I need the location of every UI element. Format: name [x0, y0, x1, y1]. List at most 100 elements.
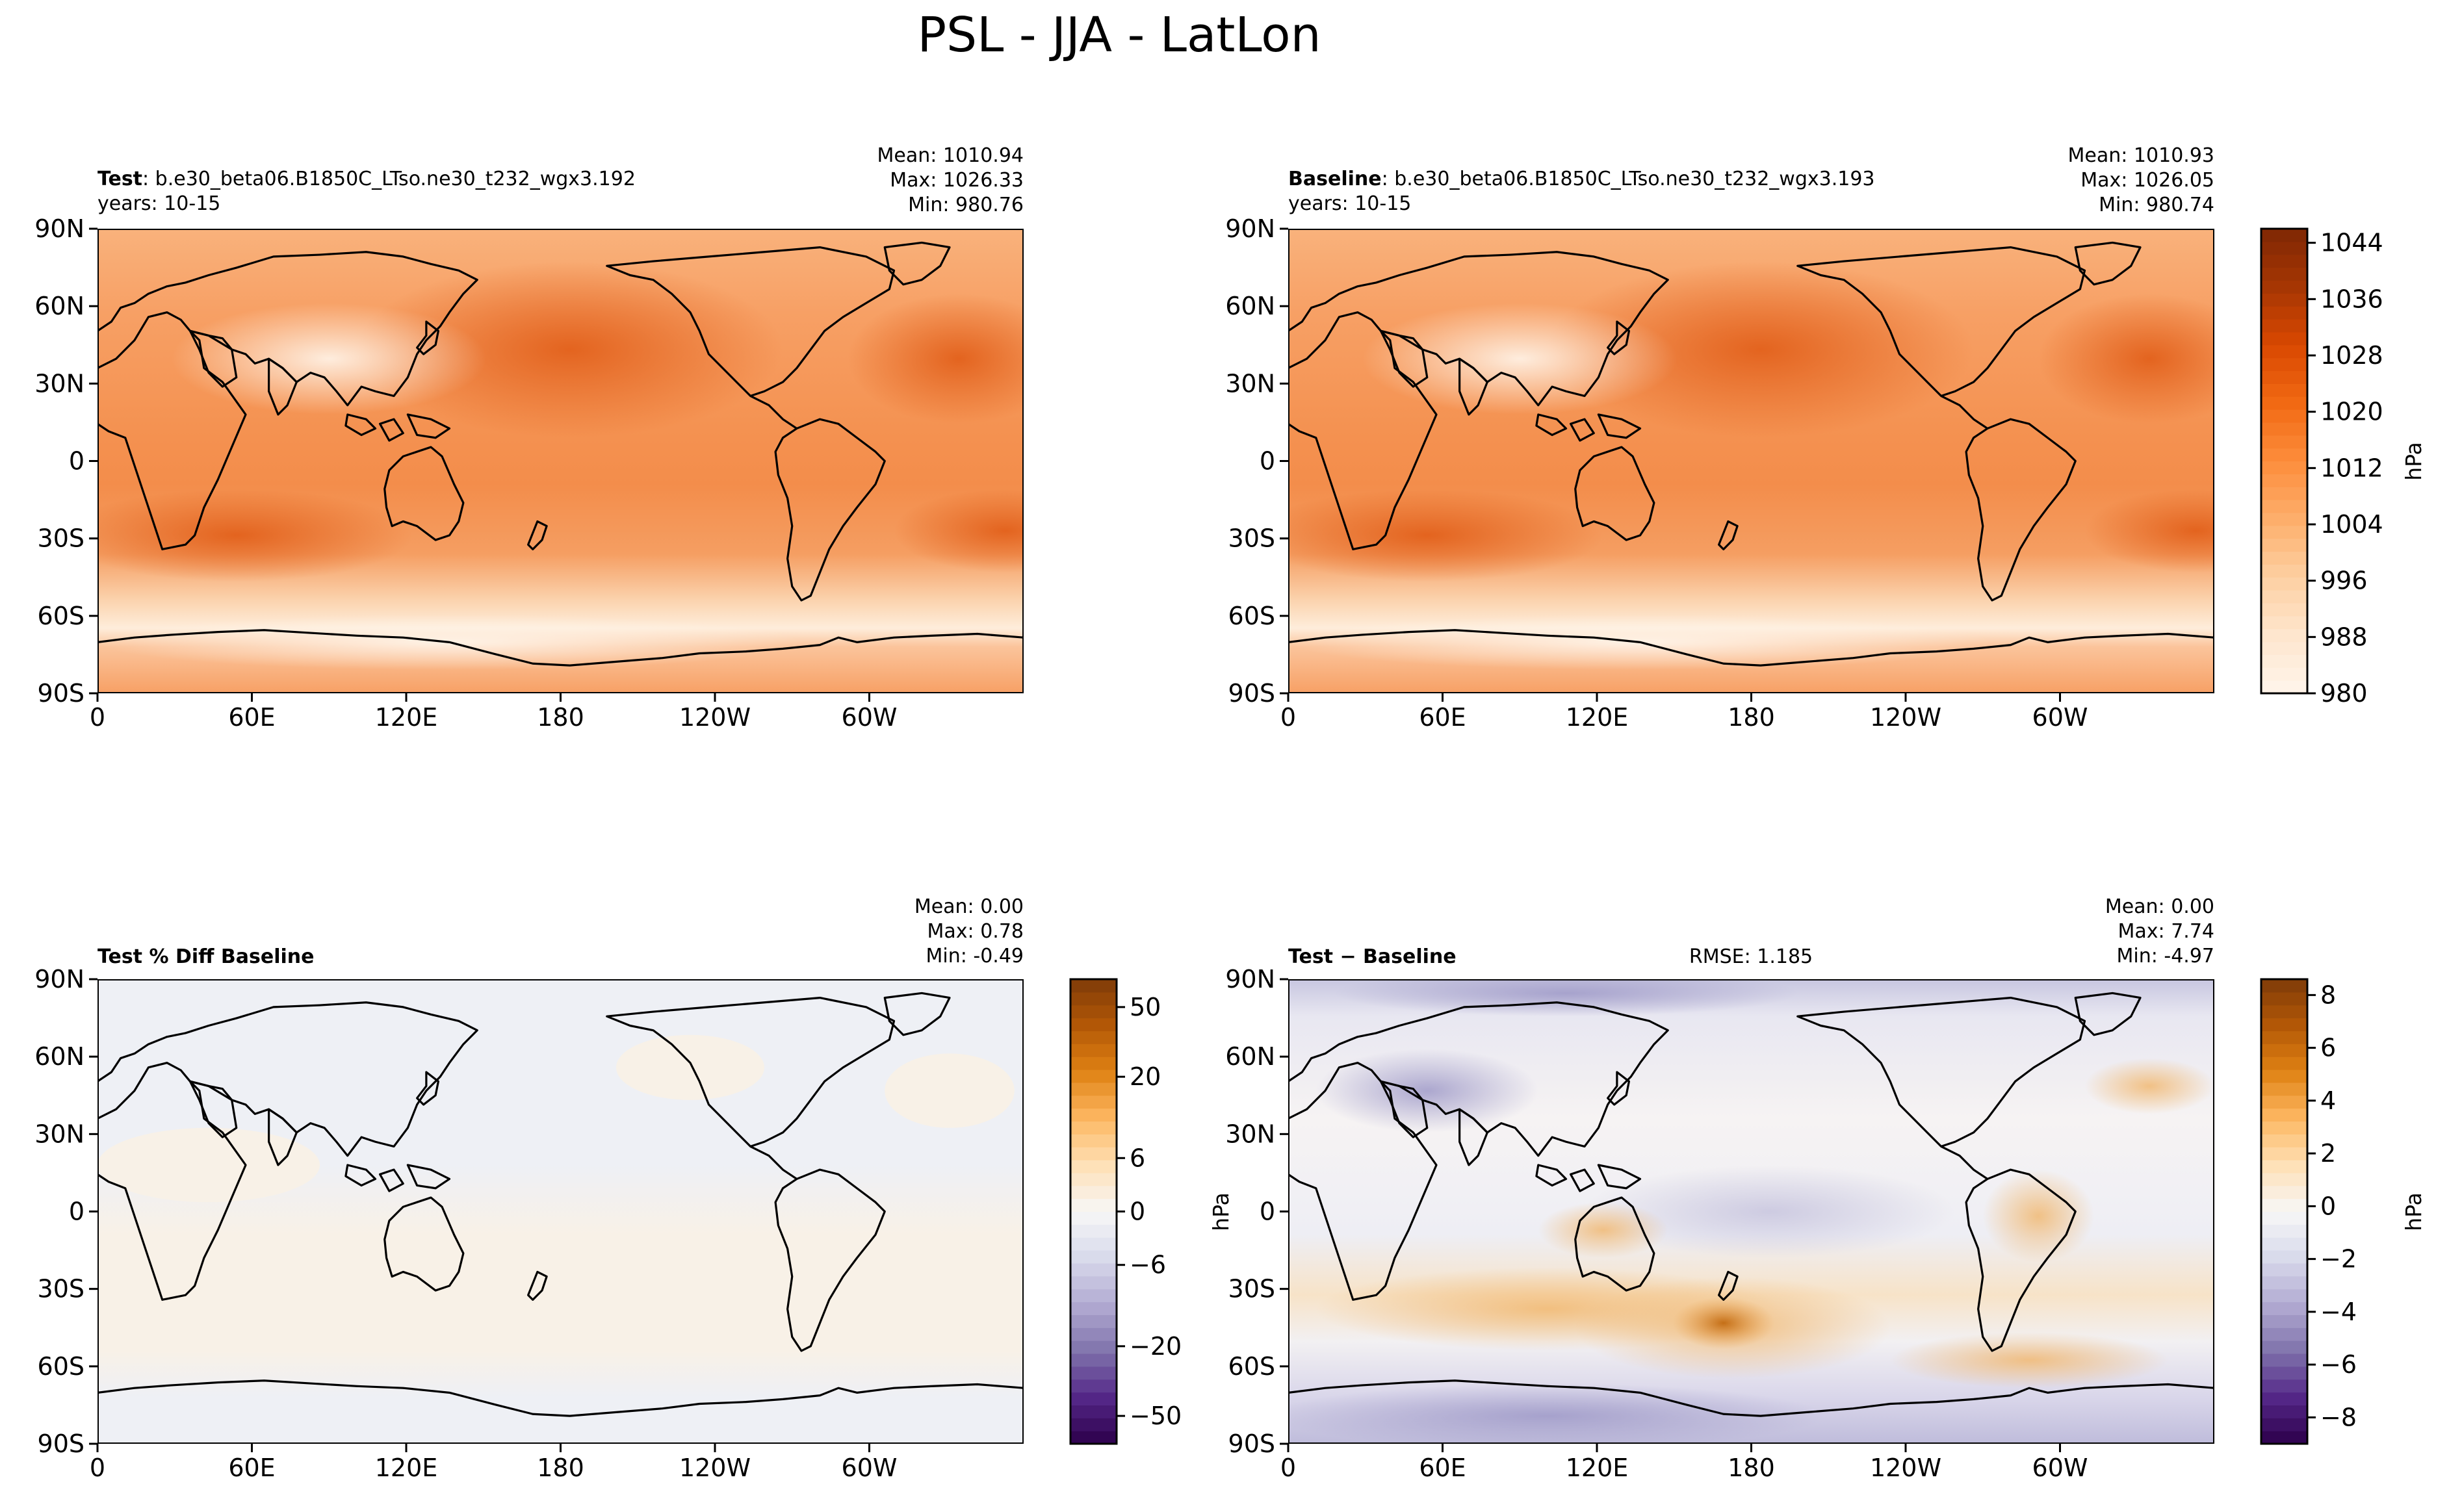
difference-map	[1288, 979, 2214, 1444]
baseline-colorbar-band	[2261, 344, 2307, 359]
panel-difference: Test − Baseline RMSE: 1.185 Mean: 0.00 M…	[1208, 895, 2426, 1482]
difference-colorbar-band	[2261, 1172, 2307, 1186]
pct-diff-colorbar-band	[1070, 1057, 1117, 1070]
pct-diff-colorbar: 50 20 6 0 −6 −20 −50	[1069, 978, 1182, 1445]
baseline-colorbar-band	[2261, 641, 2307, 656]
pct-diff-ytick-label: 0	[69, 1198, 84, 1226]
difference-ytick-label: 30N	[1225, 1120, 1275, 1148]
baseline-colorbar-band	[2261, 461, 2307, 474]
difference-xtick-label: 180	[1728, 1454, 1775, 1482]
baseline-colorbar-band	[2261, 487, 2307, 500]
difference-colorbar-band	[2261, 1147, 2307, 1160]
pct-diff-colorbar-band	[1070, 1405, 1117, 1418]
baseline-colorbar-band	[2261, 409, 2307, 423]
pct-diff-colorbar-band	[1070, 1095, 1117, 1109]
baseline-colorbar-band	[2261, 538, 2307, 552]
difference-colorbar-band	[2261, 1134, 2307, 1147]
pct-diff-ytick-label: 90N	[34, 965, 84, 993]
difference-xtick-label: 60W	[2032, 1454, 2088, 1482]
difference-stat-min: Min: -4.97	[2117, 945, 2215, 967]
pct-diff-xtick-label: 0	[90, 1454, 105, 1482]
pct-diff-xtick-label: 120W	[679, 1454, 751, 1482]
figure-title: PSL - JJA - LatLon	[918, 7, 1321, 63]
test-label: Test	[97, 168, 142, 190]
difference-colorbar-band	[2261, 1250, 2307, 1264]
pct-diff-colorbar-band	[1070, 1198, 1117, 1212]
baseline-ytick-label: 0	[1260, 447, 1275, 476]
baseline-colorbar-tick-label: 1044	[2320, 229, 2383, 257]
panel-pct-diff: Test % Diff Baseline Mean: 0.00 Max: 0.7…	[34, 895, 1182, 1482]
pct-diff-colorbar-band	[1070, 979, 1117, 993]
test-xtick-label: 120W	[679, 703, 751, 732]
pct-diff-colorbar-band	[1070, 1314, 1117, 1328]
baseline-ytick-label: 90S	[1228, 679, 1275, 708]
baseline-colorbar-band	[2261, 615, 2307, 630]
baseline-colorbar-band	[2261, 357, 2307, 372]
baseline-xtick-label: 180	[1728, 703, 1775, 732]
difference-colorbar-band	[2261, 1405, 2307, 1418]
baseline-colorbar-band	[2261, 229, 2307, 242]
difference-ytick-label: 60S	[1228, 1352, 1275, 1381]
difference-colorbar-tick-label: −2	[2320, 1245, 2357, 1274]
baseline-xtick-label: 0	[1280, 703, 1296, 732]
pct-diff-colorbar-band	[1070, 1082, 1117, 1096]
difference-colorbar-tick-label: 2	[2320, 1139, 2336, 1168]
test-ytick-label: 0	[69, 447, 84, 476]
difference-colorbar-band	[2261, 1095, 2307, 1109]
svg-text:Baseline: b.e30_beta06.B1850C_: Baseline: b.e30_beta06.B1850C_LTso.ne30_…	[1288, 168, 1875, 190]
baseline-colorbar-tick-label: 980	[2320, 679, 2368, 708]
baseline-map	[1288, 229, 2214, 693]
pct-diff-colorbar-band	[1070, 1108, 1117, 1122]
difference-colorbar-band	[2261, 1070, 2307, 1083]
pct-diff-stat-max: Max: 0.78	[927, 920, 1024, 943]
baseline-colorbar-band	[2261, 512, 2307, 526]
baseline-colorbar-tick-label: 996	[2320, 567, 2368, 595]
baseline-colorbar-band	[2261, 590, 2307, 604]
pct-diff-colorbar-label: hPa	[1208, 1192, 1234, 1231]
baseline-colorbar-band	[2261, 293, 2307, 307]
baseline-colorbar-band	[2261, 306, 2307, 320]
difference-colorbar: 8 6 4 2 0 −2 −4 −6 −8 hPa	[2260, 978, 2426, 1445]
baseline-xtick-label: 60W	[2032, 703, 2088, 732]
baseline-years: years: 10-15	[1288, 192, 1411, 215]
baseline-ytick-label: 30S	[1228, 524, 1275, 553]
difference-colorbar-band	[2261, 979, 2307, 993]
baseline-colorbar-label: hPa	[2401, 442, 2426, 481]
difference-colorbar-band	[2261, 1224, 2307, 1238]
pct-diff-colorbar-band	[1070, 1211, 1117, 1225]
difference-ytick-label: 90S	[1228, 1429, 1275, 1458]
test-stat-min: Min: 980.76	[908, 194, 1024, 216]
baseline-colorbar-tick-label: 1012	[2320, 454, 2383, 482]
baseline-colorbar-band	[2261, 280, 2307, 294]
pct-diff-colorbar-band	[1070, 1172, 1117, 1186]
baseline-colorbar-band	[2261, 667, 2307, 681]
difference-colorbar-band	[2261, 1288, 2307, 1303]
baseline-xtick-label: 60E	[1419, 703, 1466, 732]
pct-diff-colorbar-tick-label: 50	[1130, 993, 1161, 1021]
pct-diff-xtick-label: 120E	[375, 1454, 438, 1482]
difference-label: Test − Baseline	[1288, 945, 1457, 968]
test-stat-mean: Mean: 1010.94	[877, 144, 1024, 167]
difference-colorbar-band	[2261, 1044, 2307, 1057]
baseline-stat-min: Min: 980.74	[2099, 194, 2214, 216]
pct-diff-colorbar-tick-label: 0	[1130, 1198, 1145, 1226]
difference-colorbar-band	[2261, 1353, 2307, 1367]
pct-diff-colorbar-band	[1070, 1379, 1117, 1393]
difference-colorbar-tick-label: 6	[2320, 1034, 2336, 1062]
difference-colorbar-band	[2261, 992, 2307, 1006]
pct-diff-colorbar-band	[1070, 1121, 1117, 1134]
difference-colorbar-band	[2261, 1031, 2307, 1044]
baseline-colorbar-band	[2261, 254, 2307, 268]
pct-diff-colorbar-band	[1070, 1418, 1117, 1431]
baseline-colorbar-tick-label: 988	[2320, 622, 2368, 651]
difference-colorbar-band	[2261, 1340, 2307, 1354]
pct-diff-colorbar-band	[1070, 1275, 1117, 1290]
test-xtick-label: 0	[90, 703, 105, 732]
pct-diff-colorbar-tick-label: −20	[1130, 1332, 1182, 1361]
pct-diff-colorbar-band	[1070, 1147, 1117, 1160]
difference-colorbar-band	[2261, 1237, 2307, 1251]
baseline-colorbar-band	[2261, 564, 2307, 578]
baseline-colorbar-band	[2261, 680, 2307, 694]
baseline-colorbar-tick-label: 1028	[2320, 341, 2383, 370]
difference-xtick-label: 0	[1280, 1454, 1296, 1482]
